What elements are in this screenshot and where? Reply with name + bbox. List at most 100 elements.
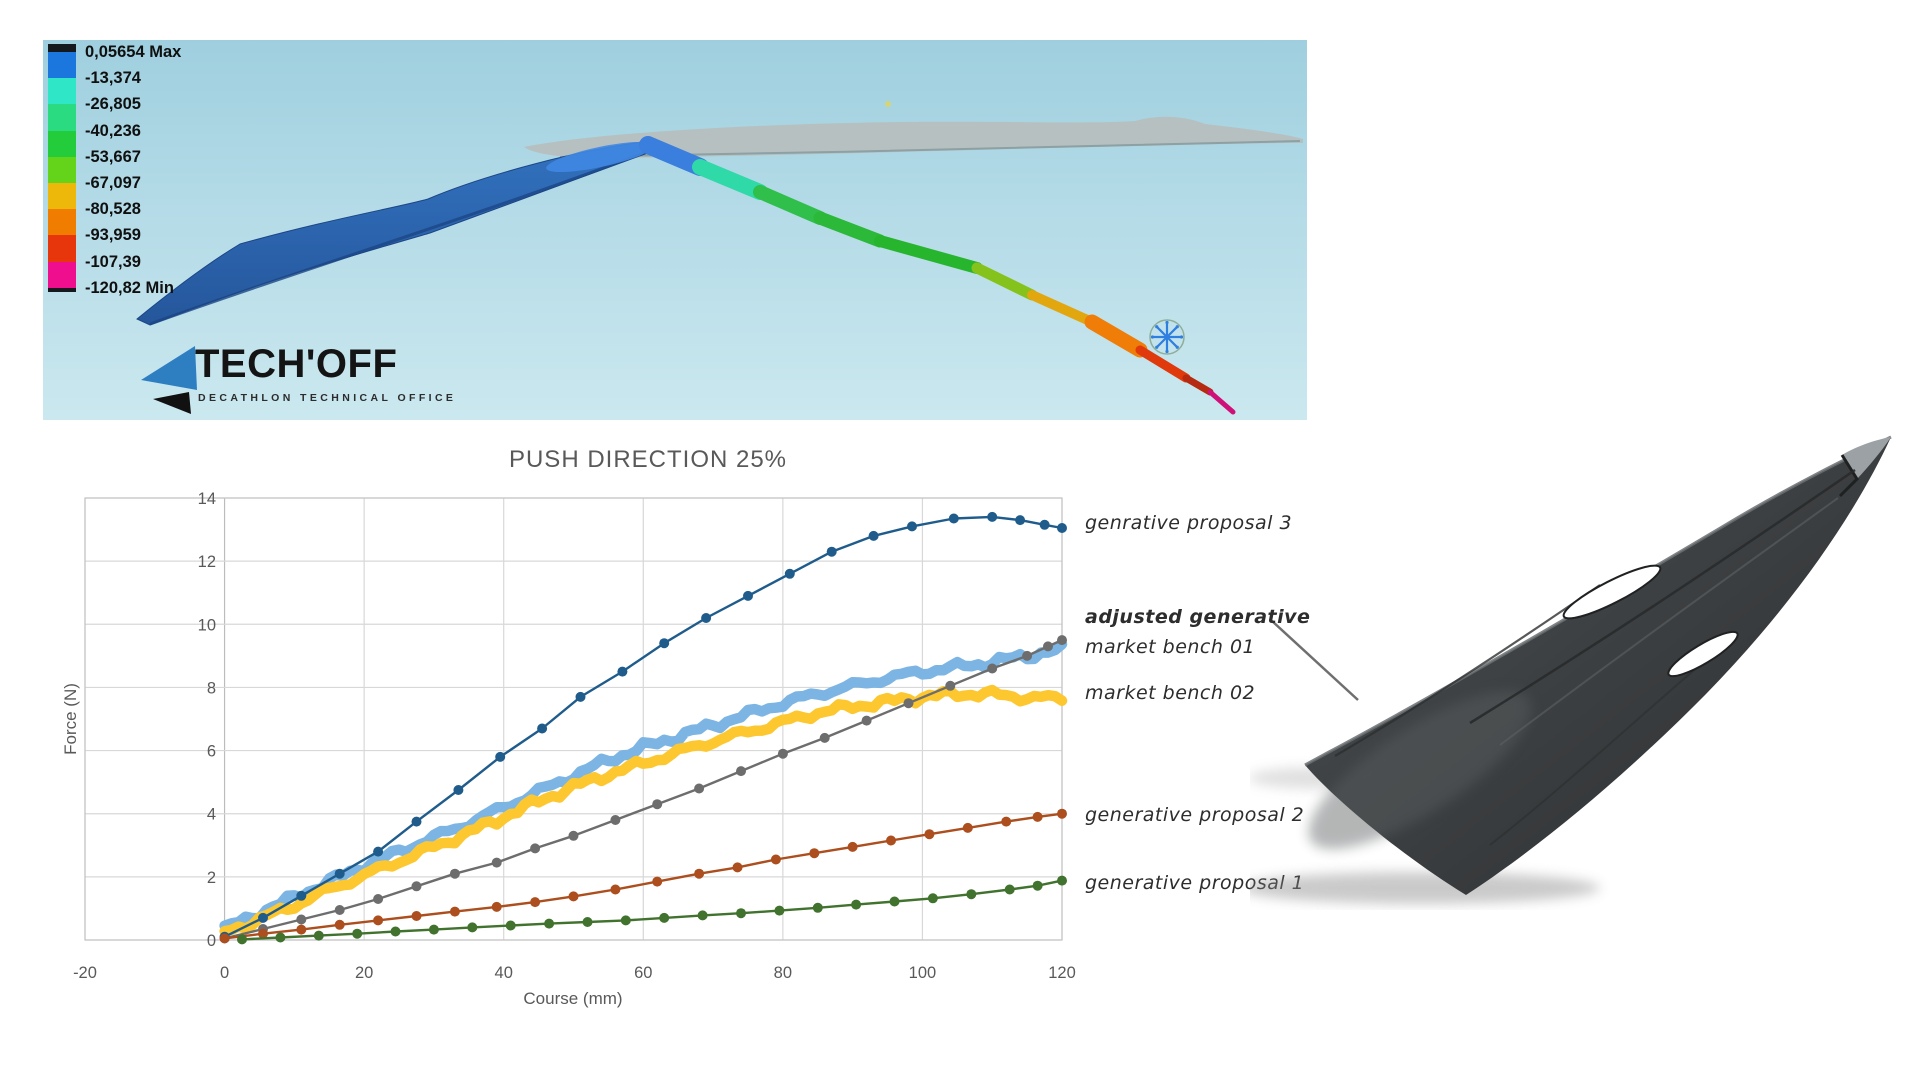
- adjusted-generative-callout-line: [1271, 620, 1359, 701]
- marker-adjusted-generative: [945, 680, 956, 691]
- fea-deformation-graphic: [136, 101, 1303, 415]
- marker-generative-proposal-2: [411, 911, 422, 921]
- marker-generative-proposal-2: [1032, 811, 1043, 822]
- marker-generative-proposal-1: [659, 912, 670, 923]
- marker-generative-proposal-2: [491, 901, 502, 912]
- fea-simulation-panel: 0,05654 Max -13,374 -26,805 -40,236 -53,667-…: [43, 40, 1307, 420]
- y-tick-label: 10: [198, 616, 216, 634]
- marker-generative-proposal-2: [373, 915, 384, 926]
- marker-generative-proposal-1: [966, 889, 977, 900]
- marker-generative-proposal-1: [544, 918, 555, 929]
- x-tick-label: -20: [73, 964, 97, 982]
- chart-title: PUSH DIRECTION 25%: [508, 446, 788, 473]
- marker-genrative-proposal-3: [575, 691, 586, 702]
- fin-sheen: [1308, 690, 1532, 850]
- marker-adjusted-generative: [987, 663, 998, 674]
- marker-generative-proposal-1: [1004, 884, 1015, 895]
- marker-generative-proposal-1: [774, 905, 785, 916]
- marker-genrative-proposal-3: [537, 723, 548, 734]
- marker-adjusted-generative: [1043, 641, 1053, 652]
- marker-genrative-proposal-3: [659, 638, 670, 649]
- series-generative-proposal-1: [241, 879, 1063, 941]
- deformation-tail-segment-4: [874, 235, 983, 274]
- marker-genrative-proposal-3: [784, 568, 795, 579]
- annotation-adjusted-generative: adjusted generative: [1085, 606, 1311, 628]
- marker-generative-proposal-2: [694, 868, 705, 879]
- techoff-logo-icon: [141, 346, 197, 414]
- annotation-genrative-proposal-3: genrative proposal 3: [1085, 512, 1293, 534]
- logo-subtitle: DECATHLON TECHNICAL OFFICE: [198, 392, 457, 404]
- y-tick-label: 8: [207, 679, 216, 697]
- marker-genrative-proposal-3: [373, 846, 384, 857]
- fin-slot-hole-1: [1562, 564, 1662, 620]
- marker-generative-proposal-1: [313, 930, 324, 941]
- snowflake-ring: [1149, 319, 1185, 355]
- marker-generative-proposal-1: [428, 924, 439, 935]
- marker-generative-proposal-2: [1057, 808, 1067, 819]
- marker-generative-proposal-2: [219, 933, 230, 944]
- logo-blue-triangle: [141, 346, 197, 390]
- fin-heel-facet: [1842, 437, 1891, 479]
- undeformed-silhouette: [524, 116, 1303, 159]
- marker-generative-proposal-2: [449, 906, 460, 917]
- plot-border: [84, 497, 1063, 941]
- marker-adjusted-generative: [652, 799, 663, 810]
- marker-genrative-proposal-3: [907, 521, 917, 532]
- marker-generative-proposal-2: [847, 841, 858, 852]
- x-axis-title: Course (mm): [523, 989, 623, 1008]
- marker-adjusted-generative: [491, 857, 502, 868]
- deformation-tail-segment-5: [971, 262, 1038, 301]
- marker-genrative-proposal-3: [296, 890, 307, 901]
- marker-genrative-proposal-3: [826, 546, 837, 557]
- marker-generative-proposal-2: [886, 835, 896, 846]
- marker-genrative-proposal-3: [701, 613, 712, 623]
- y-tick-label: 0: [207, 932, 216, 950]
- marker-adjusted-generative: [736, 766, 746, 777]
- x-tick-label: 20: [355, 964, 373, 982]
- marker-generative-proposal-1: [467, 922, 478, 933]
- deformation-tail-segment-2: [753, 185, 827, 225]
- snowflake-center-icon: [1164, 334, 1170, 340]
- marker-generative-proposal-1: [237, 934, 247, 945]
- marker-generative-proposal-2: [610, 884, 621, 895]
- deformation-tail-segment-0: [639, 136, 709, 176]
- fin-ridge-2: [1499, 497, 1839, 746]
- x-tick-label: 0: [220, 964, 229, 982]
- blade-highlight: [546, 141, 654, 173]
- y-tick-label: 4: [207, 806, 216, 824]
- marker-adjusted-generative: [1022, 650, 1033, 661]
- snowflake-dot: [1155, 325, 1159, 329]
- marker-generative-proposal-1: [275, 932, 286, 943]
- deformation-tail-segment-9: [1182, 374, 1214, 396]
- deformation-tail-segment-6: [1027, 290, 1097, 327]
- x-tick-label: 40: [495, 964, 513, 982]
- marker-adjusted-generative: [819, 732, 830, 743]
- marker-generative-proposal-1: [352, 928, 363, 939]
- snowflake-dot: [1155, 345, 1159, 349]
- marker-genrative-proposal-3: [1039, 519, 1050, 530]
- marker-adjusted-generative: [334, 905, 345, 915]
- marker-adjusted-generative: [568, 830, 579, 841]
- marker-generative-proposal-2: [530, 897, 541, 908]
- marker-genrative-proposal-3: [868, 530, 879, 541]
- marker-adjusted-generative: [610, 815, 621, 825]
- x-tick-label: 100: [909, 964, 937, 982]
- marker-genrative-proposal-3: [495, 751, 506, 762]
- y-tick-label: 2: [207, 869, 216, 887]
- marker-adjusted-generative: [411, 881, 422, 892]
- snowflake-dot: [1179, 335, 1184, 339]
- fin-3d-render: [1250, 435, 1892, 904]
- marker-adjusted-generative: [694, 783, 705, 794]
- fin-ridge-4: [1489, 664, 1701, 846]
- marker-genrative-proposal-3: [617, 666, 628, 677]
- marker-genrative-proposal-3: [743, 590, 753, 601]
- marker-genrative-proposal-3: [1057, 523, 1067, 533]
- marker-generative-proposal-2: [924, 829, 935, 840]
- snowflake-dot: [1175, 345, 1179, 349]
- x-tick-label: 120: [1048, 964, 1076, 982]
- fin-leading-edge: [1304, 435, 1892, 767]
- marker-generative-proposal-1: [1057, 875, 1067, 886]
- marker-adjusted-generative: [530, 843, 541, 854]
- force-course-chart: 0 2 4 6 8 10 12 14 -20 0 20 40 60 80 100 120: [73, 490, 1359, 982]
